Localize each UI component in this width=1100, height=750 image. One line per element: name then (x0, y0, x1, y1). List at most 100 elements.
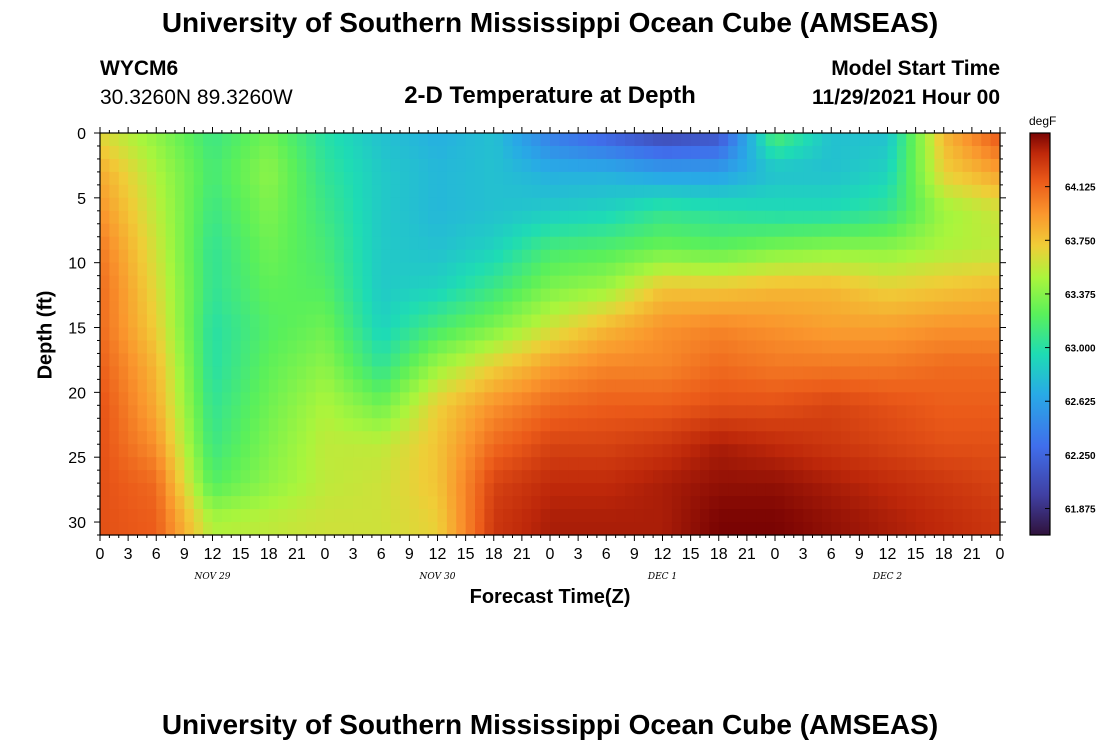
heatmap-cell (268, 223, 279, 238)
heatmap-cell (831, 301, 842, 316)
heatmap-cell (371, 340, 382, 355)
heatmap-cell (728, 366, 739, 380)
heatmap-cell (746, 379, 757, 393)
heatmap-cell (943, 184, 954, 199)
heatmap-cell (653, 418, 664, 432)
heatmap-cell (493, 171, 504, 186)
heatmap-cell (896, 496, 907, 510)
heatmap-cell (268, 522, 279, 536)
heatmap-cell (559, 366, 570, 380)
heatmap-cell (765, 275, 776, 290)
heatmap-cell (615, 431, 626, 445)
heatmap-cell (587, 184, 598, 199)
heatmap-cell (268, 496, 279, 510)
heatmap-cell (990, 418, 1001, 432)
heatmap-cell (728, 379, 739, 393)
heatmap-cell (737, 353, 748, 368)
heatmap-cell (409, 496, 420, 510)
heatmap-cell (268, 314, 279, 329)
heatmap-cell (925, 223, 935, 238)
heatmap-cell (137, 133, 148, 147)
heatmap-cell (606, 340, 617, 355)
heatmap-cell (484, 366, 495, 380)
heatmap-cell (812, 457, 823, 471)
heatmap-cell (503, 509, 514, 523)
heatmap-cell (971, 379, 982, 393)
heatmap-cell (737, 275, 748, 290)
heatmap-cell (878, 340, 889, 355)
heatmap-cell (896, 327, 907, 342)
heatmap-cell (662, 470, 673, 484)
heatmap-cell (278, 236, 289, 251)
heatmap-cell (850, 236, 860, 251)
heatmap-cell (775, 340, 785, 355)
heatmap-cell (896, 522, 907, 536)
heatmap-cell (578, 353, 589, 368)
heatmap-cell (925, 444, 935, 458)
heatmap-cell (418, 431, 429, 445)
heatmap-cell (840, 171, 851, 186)
heatmap-cell (671, 509, 682, 523)
heatmap-cell (484, 418, 495, 432)
heatmap-cell (681, 327, 692, 342)
heatmap-cell (484, 249, 495, 264)
heatmap-cell (934, 392, 945, 406)
heatmap-cell (681, 483, 692, 497)
heatmap-cell (643, 366, 654, 380)
heatmap-cell (259, 184, 270, 199)
heatmap-cell (962, 418, 973, 432)
heatmap-cell (981, 158, 992, 173)
heatmap-cell (953, 288, 964, 303)
heatmap-cell (503, 145, 514, 160)
heatmap-cell (981, 379, 992, 393)
heatmap-cell (250, 184, 260, 199)
heatmap-cell (625, 496, 635, 510)
heatmap-cell (540, 133, 551, 147)
heatmap-cell (568, 301, 579, 316)
heatmap-cell (671, 392, 682, 406)
heatmap-cell (465, 509, 476, 523)
heatmap-cell (962, 457, 973, 471)
heatmap-cell (287, 275, 298, 290)
heatmap-cell (212, 184, 223, 199)
heatmap-cell (793, 483, 804, 497)
heatmap-cell (868, 262, 879, 277)
heatmap-cell (475, 522, 485, 536)
heatmap-cell (578, 431, 589, 445)
heatmap-cell (512, 340, 523, 355)
heatmap-cell (906, 262, 917, 277)
heatmap-cell (690, 210, 701, 225)
heatmap-cell (531, 171, 542, 186)
heatmap-cell (568, 288, 579, 303)
heatmap-cell (371, 301, 382, 316)
heatmap-cell (306, 184, 317, 199)
heatmap-cell (859, 522, 870, 536)
heatmap-cell (840, 262, 851, 277)
heatmap-cell (137, 301, 148, 316)
heatmap-cell (690, 418, 701, 432)
heatmap-cell (634, 418, 645, 432)
heatmap-cell (953, 197, 964, 212)
heatmap-cell (737, 197, 748, 212)
heatmap-cell (803, 133, 814, 147)
heatmap-cell (493, 314, 504, 329)
heatmap-cell (118, 353, 129, 368)
heatmap-cell (868, 379, 879, 393)
heatmap-cell (671, 483, 682, 497)
heatmap-cell (746, 496, 757, 510)
heatmap-cell (334, 522, 345, 536)
heatmap-cell (606, 366, 617, 380)
heatmap-cell (503, 470, 514, 484)
heatmap-cell (221, 171, 232, 186)
heatmap-cell (503, 327, 514, 342)
heatmap-cell (615, 236, 626, 251)
heatmap-cell (953, 457, 964, 471)
heatmap-cell (700, 392, 710, 406)
heatmap-cell (353, 314, 364, 329)
heatmap-cell (428, 366, 439, 380)
heatmap-cell (437, 184, 448, 199)
heatmap-cell (540, 353, 551, 368)
heatmap-cell (578, 509, 589, 523)
heatmap-cell (990, 171, 1001, 186)
heatmap-cell (634, 457, 645, 471)
